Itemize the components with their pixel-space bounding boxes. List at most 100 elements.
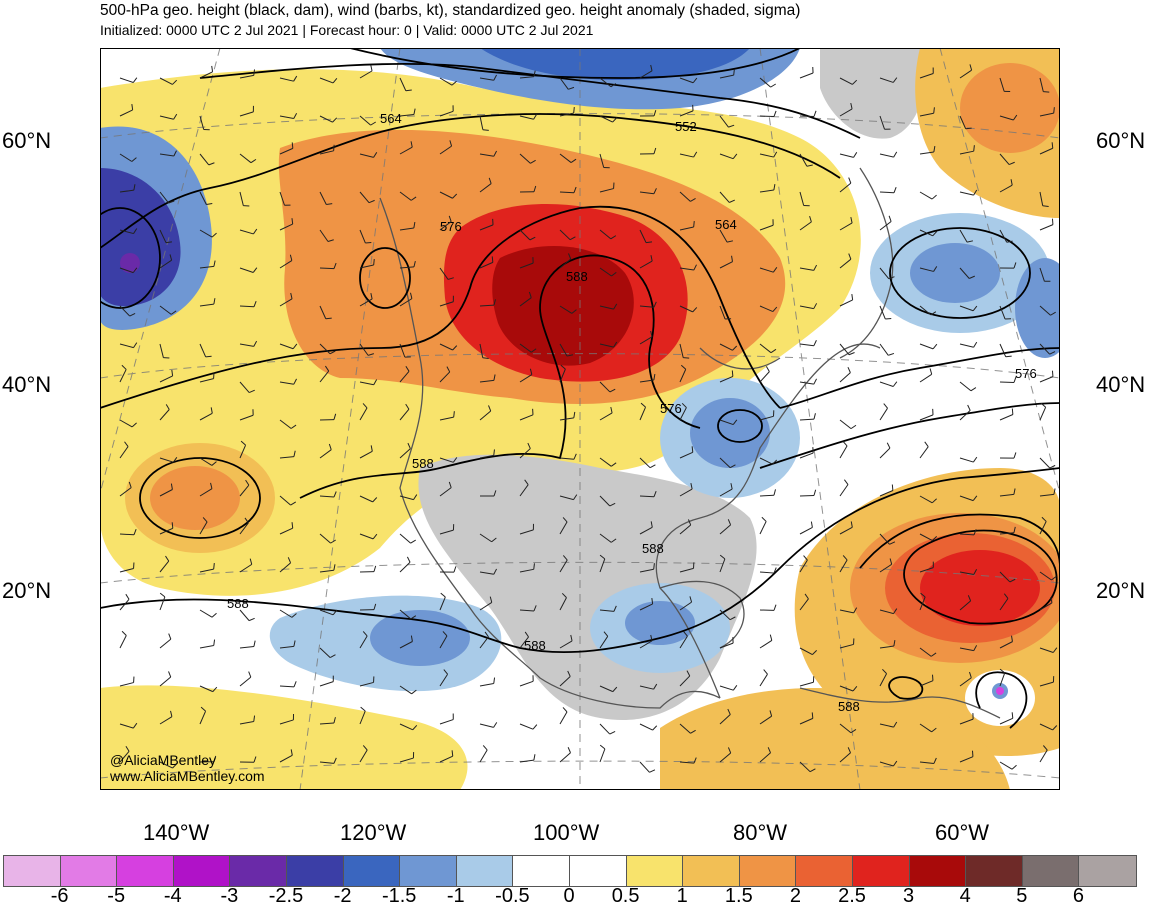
wind-barb-flag [121, 364, 127, 370]
wind-barb-flag [573, 494, 578, 500]
wind-barb [239, 305, 255, 308]
wind-barb [559, 229, 571, 241]
wind-barb [839, 723, 852, 734]
wind-barb [159, 191, 170, 204]
wind-barb [599, 412, 613, 421]
wind-barb [679, 488, 693, 497]
wind-barb [679, 761, 694, 764]
wind-barb [799, 305, 814, 310]
wind-barb [639, 723, 653, 731]
wind-barb [119, 598, 130, 611]
wind-barb [279, 685, 295, 688]
wind-barb [479, 115, 484, 130]
wind-barb-flag [1013, 452, 1017, 459]
wind-barb-flag [842, 555, 848, 561]
anomaly-orange-pacific-core [150, 466, 240, 530]
wind-barb-flag [613, 341, 618, 348]
wind-barb [479, 183, 492, 193]
wind-barb-flag [333, 413, 337, 420]
wind-barb-flag [533, 185, 537, 192]
wind-barb [679, 305, 693, 313]
wind-barb [439, 457, 454, 463]
wind-barb-flag [892, 381, 898, 387]
wind-barb [799, 72, 814, 79]
wind-barb [919, 414, 934, 421]
wind-barb-flag [773, 489, 776, 496]
wind-barb [639, 229, 647, 243]
wind-barb-flag [1053, 488, 1056, 495]
wind-barb [679, 343, 684, 358]
wind-barb-flag [889, 558, 893, 565]
wind-barb [279, 456, 294, 459]
wind-barb [679, 226, 694, 231]
wind-barb [479, 571, 494, 575]
wind-barb [199, 488, 213, 497]
wind-barb-flag [813, 110, 817, 117]
wind-barb [479, 153, 494, 157]
wind-barb [239, 484, 250, 497]
wind-barb-flag [1008, 161, 1015, 166]
wind-barb-flag [213, 639, 216, 646]
wind-barb-flag [362, 745, 368, 751]
wind-barb [759, 343, 772, 354]
wind-barb-flag [1042, 205, 1049, 207]
wind-barb [519, 343, 532, 353]
colorbar-label: -1 [446, 885, 465, 907]
wind-barb [359, 298, 373, 307]
wind-barb [919, 373, 932, 383]
wind-barb-flag [888, 215, 892, 222]
wind-barb-flag [493, 299, 496, 306]
lon-label: 60°W [935, 820, 990, 845]
wind-barb [759, 715, 772, 725]
wind-barb-flag [727, 519, 732, 526]
wind-barb-flag [732, 419, 738, 425]
wind-barb [519, 115, 534, 120]
wind-barb [519, 568, 534, 573]
wind-barb [679, 191, 691, 202]
wind-barb [799, 452, 814, 459]
wind-barb-flag [973, 145, 975, 152]
wind-barb-flag [653, 301, 657, 308]
colorbar-swatch [117, 856, 174, 886]
wind-barb-flag [493, 722, 498, 728]
wind-barb [879, 153, 894, 158]
wind-barb [399, 77, 407, 91]
wind-barb-flag [124, 441, 129, 447]
wind-barb [599, 267, 612, 277]
wind-barb-flag [131, 422, 137, 428]
wind-barb [559, 752, 571, 763]
wind-barb [759, 371, 770, 383]
wind-barb-flag [293, 378, 298, 385]
wind-barb [719, 609, 731, 621]
wind-barb [199, 71, 213, 79]
wind-barb-flag [367, 353, 375, 356]
wind-barb [879, 761, 894, 767]
wind-barb-flag [253, 228, 258, 235]
wind-barb [279, 381, 294, 385]
wind-barb-flag [693, 220, 695, 228]
colorbar-label: 6 [1072, 885, 1084, 907]
wind-barb [719, 714, 731, 725]
wind-barb [839, 372, 851, 383]
colorbar-swatch [909, 856, 967, 886]
wind-barb-flag [773, 110, 777, 117]
wind-barb [879, 77, 894, 83]
wind-barb [919, 343, 934, 350]
wind-barb [639, 336, 653, 345]
wind-barb-flag [413, 260, 416, 268]
wind-barb-flag [330, 539, 337, 544]
wind-barb [999, 153, 1010, 165]
wind-barb [319, 533, 331, 544]
wind-barb-flag [813, 489, 817, 496]
wind-barb-flag [121, 630, 127, 636]
wind-barb-flag [168, 633, 172, 640]
wind-barb-flag [650, 634, 653, 641]
wind-barb [159, 259, 172, 269]
wind-barb-flag [650, 64, 653, 71]
wind-barb-flag [653, 683, 658, 690]
wind-barb-flag [813, 413, 816, 420]
wind-barb [639, 70, 653, 79]
wind-barb [679, 267, 694, 271]
wind-barb-flag [653, 563, 655, 570]
wind-barb [159, 153, 174, 157]
